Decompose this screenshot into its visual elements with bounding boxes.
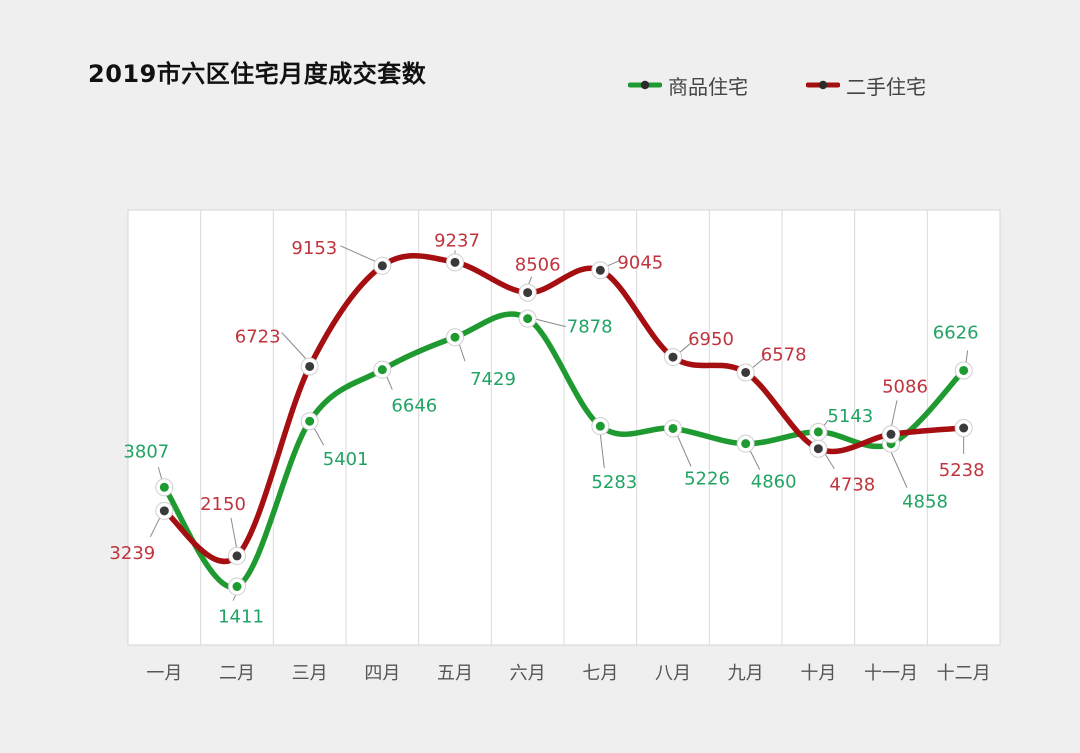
data-label: 5238 [939,460,985,481]
data-label: 6950 [688,329,734,350]
x-tick-label: 一月 [146,663,182,684]
legend-item-series-1: 商品住宅 [628,72,748,99]
legend-label-series-1: 商品住宅 [668,74,748,99]
data-label: 3807 [123,441,169,462]
data-label: 4738 [829,475,875,496]
data-label-leader [385,375,393,390]
data-label: 5143 [827,406,873,427]
chart-title: 2019市六区住宅月度成交套数 [88,60,427,88]
data-label: 7878 [567,317,613,338]
data-point-1 [377,365,387,375]
legend-marker-series-2 [806,80,840,90]
x-tick-label: 九月 [728,663,764,684]
data-label-leader [281,332,307,359]
data-label: 9045 [617,252,663,273]
data-label: 5226 [684,468,730,489]
x-tick-label: 十一月 [864,663,918,684]
data-label-leader [890,451,908,488]
data-label: 5283 [591,472,637,493]
data-point-2 [886,429,896,439]
data-label: 6646 [391,396,437,417]
data-label-leader [606,259,621,267]
data-point-1 [159,482,169,492]
data-label: 5086 [882,376,928,397]
data-label-leader [749,449,761,470]
data-label-leader [313,427,325,446]
data-label: 5401 [323,449,369,470]
data-label: 3239 [109,543,155,564]
data-point-2 [450,257,460,267]
data-label-leader [751,358,764,369]
data-label-leader [149,516,161,538]
data-point-1 [232,582,242,592]
data-point-2 [523,288,533,298]
data-label-leader [230,517,238,551]
data-point-1 [813,427,823,437]
data-point-1 [450,332,460,342]
data-label-leader [676,434,692,467]
data-label-leader [823,452,835,469]
data-label: 9153 [291,238,337,259]
data-point-1 [741,439,751,449]
data-point-2 [813,444,823,454]
data-label-leader [340,245,377,263]
data-label: 2150 [200,494,246,515]
data-label-leader [458,343,466,362]
data-label: 8506 [515,255,561,276]
data-point-2 [668,352,678,362]
data-point-2 [232,551,242,561]
data-point-2 [959,423,969,433]
data-label: 9237 [434,230,480,251]
legend-marker-series-1 [628,80,662,90]
data-point-1 [959,365,969,375]
data-point-2 [741,367,751,377]
x-tick-label: 十月 [800,663,836,684]
data-point-1 [668,423,678,433]
data-label: 4858 [902,492,948,513]
x-tick-label: 四月 [364,663,400,684]
data-point-2 [377,261,387,271]
x-tick-label: 三月 [292,663,328,684]
data-label-leader [533,318,566,328]
data-point-2 [159,506,169,516]
data-point-1 [595,421,605,431]
x-tick-label: 八月 [655,663,691,684]
data-point-1 [523,314,533,324]
data-label: 7429 [470,369,516,390]
data-label: 6626 [933,322,979,343]
x-tick-label: 五月 [437,663,473,684]
x-tick-label: 六月 [510,663,546,684]
data-label: 6578 [761,344,807,365]
data-label-leader [599,434,605,469]
x-tick-label: 二月 [219,663,255,684]
legend-item-series-2: 二手住宅 [806,72,926,99]
data-label: 6723 [235,326,281,347]
legend-label-series-2: 二手住宅 [846,74,926,99]
data-point-2 [305,361,315,371]
data-label: 1411 [218,607,264,628]
x-tick-label: 十二月 [937,663,991,684]
data-label-leader [678,342,692,354]
x-tick-label: 七月 [582,663,618,684]
data-point-1 [305,416,315,426]
data-label: 4860 [751,472,797,493]
data-point-2 [595,265,605,275]
data-label-leader [890,400,898,429]
